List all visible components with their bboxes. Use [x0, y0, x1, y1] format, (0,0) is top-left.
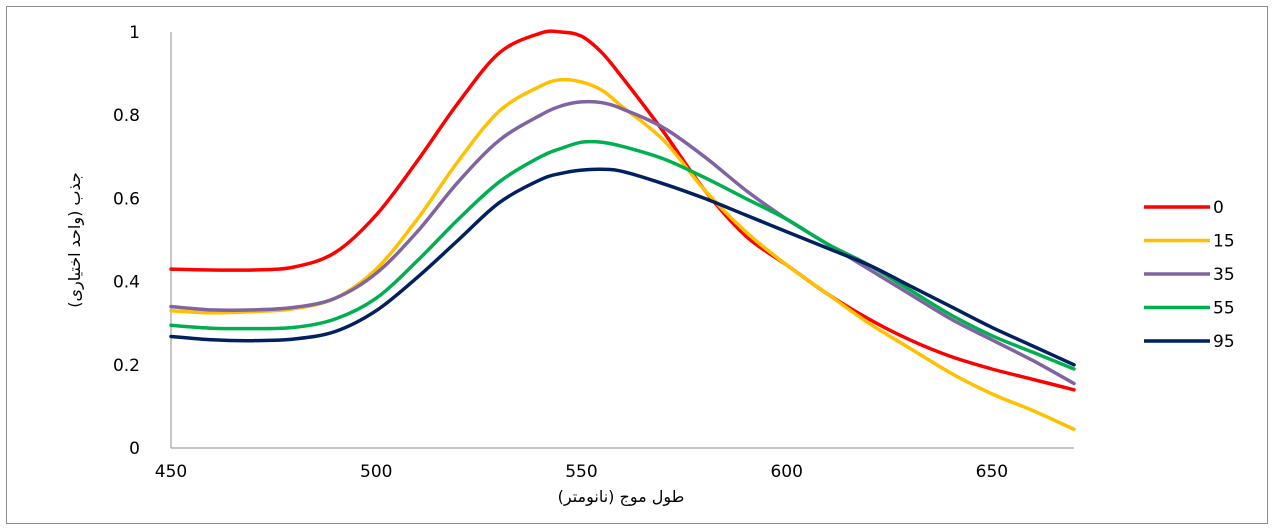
- x-axis-title: طول موج (نانومتر): [558, 487, 685, 507]
- legend-label-95: 95: [1213, 332, 1235, 352]
- series-line-55: [169, 139, 1076, 371]
- y-tick-label: 0.4: [113, 273, 140, 293]
- legend-label-0: 0: [1213, 198, 1224, 218]
- y-tick-label: 0.6: [113, 189, 140, 209]
- legend-label-55: 55: [1213, 299, 1235, 319]
- x-tick-label: 550: [565, 462, 597, 482]
- series-line-0: [169, 29, 1076, 392]
- series-line-15: [169, 77, 1076, 432]
- axes: 450 500 550 600 650 0 0.2 0.4 0.6 0.8 1: [113, 23, 1074, 482]
- y-tick-label: 0.8: [113, 106, 140, 126]
- legend-label-35: 35: [1213, 265, 1235, 285]
- series-layer: [169, 29, 1076, 432]
- x-tick-label: 500: [360, 462, 392, 482]
- y-axis-title: جذب (واحد اختیاری): [65, 172, 85, 308]
- series-line-35: [169, 99, 1076, 386]
- x-tick-label: 600: [770, 462, 802, 482]
- x-tick-label: 450: [155, 462, 187, 482]
- y-tick-label: 0.2: [113, 356, 140, 376]
- series-line-95: [169, 167, 1076, 367]
- legend: 0 15 35 55 95: [1144, 198, 1235, 352]
- legend-label-15: 15: [1213, 232, 1235, 252]
- y-tick-label: 0: [129, 439, 140, 459]
- chart-frame: [6, 6, 1268, 524]
- y-tick-label: 1: [129, 23, 140, 43]
- x-tick-label: 650: [976, 462, 1008, 482]
